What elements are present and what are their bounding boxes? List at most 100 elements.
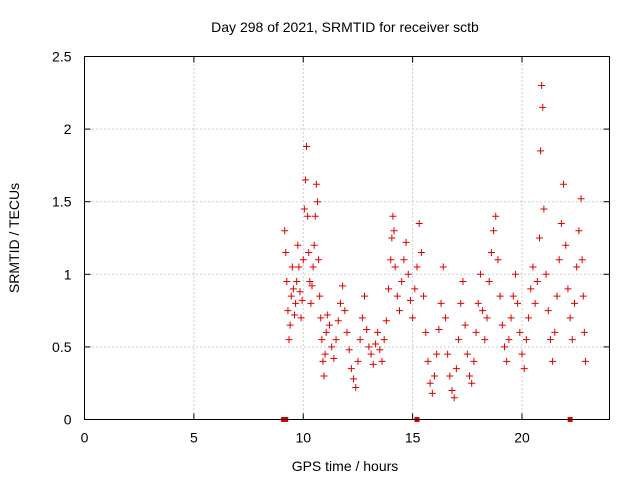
grid-layer xyxy=(84,56,610,420)
plot-frame xyxy=(84,56,610,420)
x-tick-labels: 0 5 10 15 20 xyxy=(81,430,530,446)
data-point xyxy=(326,321,333,329)
data-point xyxy=(490,227,498,235)
data-point xyxy=(281,227,289,235)
data-point xyxy=(354,357,362,365)
data-point xyxy=(291,311,298,319)
x-tick-label: 20 xyxy=(514,430,530,446)
data-point xyxy=(387,256,395,264)
data-point xyxy=(568,336,576,344)
data-point xyxy=(345,346,353,354)
data-point xyxy=(417,249,425,257)
data-point xyxy=(352,384,360,392)
data-point xyxy=(380,336,388,344)
data-point xyxy=(289,285,297,293)
data-point xyxy=(316,292,324,300)
data-point xyxy=(299,256,307,264)
data-point xyxy=(328,343,336,351)
y-tick-label: 1.5 xyxy=(52,194,72,210)
data-point xyxy=(450,394,458,402)
data-point xyxy=(301,176,309,184)
data-point xyxy=(525,314,533,322)
data-point xyxy=(435,325,443,333)
data-point xyxy=(404,270,412,278)
data-point xyxy=(367,350,375,358)
data-point xyxy=(398,278,406,286)
data-point xyxy=(498,321,506,329)
data-point xyxy=(292,299,300,307)
data-point xyxy=(544,307,552,315)
data-point xyxy=(522,336,530,344)
data-point xyxy=(409,314,417,322)
data-point xyxy=(390,227,398,235)
data-point xyxy=(580,328,588,336)
data-point xyxy=(315,256,323,264)
data-point xyxy=(560,180,568,188)
data-point xyxy=(305,249,313,257)
data-point xyxy=(297,314,305,322)
data-point xyxy=(487,249,495,257)
data-point xyxy=(459,278,467,286)
data-point xyxy=(296,288,304,296)
data-point xyxy=(441,314,449,322)
data-point xyxy=(527,285,535,293)
data-point xyxy=(492,212,500,220)
data-point xyxy=(476,270,484,278)
data-point xyxy=(288,263,296,271)
data-point xyxy=(415,219,423,227)
data-point xyxy=(470,357,478,365)
data-point xyxy=(323,311,331,319)
data-point xyxy=(555,256,563,264)
data-point xyxy=(578,256,586,264)
data-point xyxy=(433,350,441,358)
data-point xyxy=(562,241,570,249)
data-point xyxy=(294,241,302,249)
data-point xyxy=(339,282,347,290)
data-point xyxy=(365,343,373,351)
data-point xyxy=(551,328,559,336)
ticks-layer xyxy=(84,56,610,420)
data-point xyxy=(577,195,585,203)
data-point xyxy=(306,278,314,286)
data-point xyxy=(402,238,410,246)
data-point xyxy=(334,317,342,325)
data-point xyxy=(564,285,572,293)
data-point xyxy=(571,299,578,307)
y-tick-label: 2 xyxy=(64,121,72,137)
data-point xyxy=(378,357,386,365)
data-point xyxy=(539,103,547,111)
data-point xyxy=(485,278,493,286)
data-point xyxy=(520,365,528,373)
data-point xyxy=(529,263,537,271)
data-point xyxy=(308,282,316,290)
data-point xyxy=(303,143,311,151)
data-point xyxy=(295,263,303,271)
data-point xyxy=(553,292,561,300)
data-point xyxy=(285,336,293,344)
data-point xyxy=(376,346,384,354)
data-point xyxy=(389,212,397,220)
data-point xyxy=(542,270,550,278)
data-point xyxy=(511,270,519,278)
data-point xyxy=(350,375,358,383)
data-point xyxy=(501,343,508,351)
data-point xyxy=(369,360,377,368)
data-point xyxy=(457,299,465,307)
data-point xyxy=(496,292,504,300)
data-point xyxy=(400,256,408,264)
data-point xyxy=(461,321,469,329)
points-layer xyxy=(281,82,589,402)
y-tick-label: 0 xyxy=(64,412,72,428)
data-point xyxy=(385,285,393,293)
data-point xyxy=(284,307,292,315)
data-point xyxy=(546,336,554,344)
data-point xyxy=(287,292,295,300)
data-point xyxy=(356,336,364,344)
data-point xyxy=(282,249,290,257)
data-point xyxy=(310,241,318,249)
data-point xyxy=(320,372,328,380)
data-point xyxy=(468,379,476,387)
data-point xyxy=(439,263,447,271)
x-axis-title: GPS time / hours xyxy=(292,458,399,474)
